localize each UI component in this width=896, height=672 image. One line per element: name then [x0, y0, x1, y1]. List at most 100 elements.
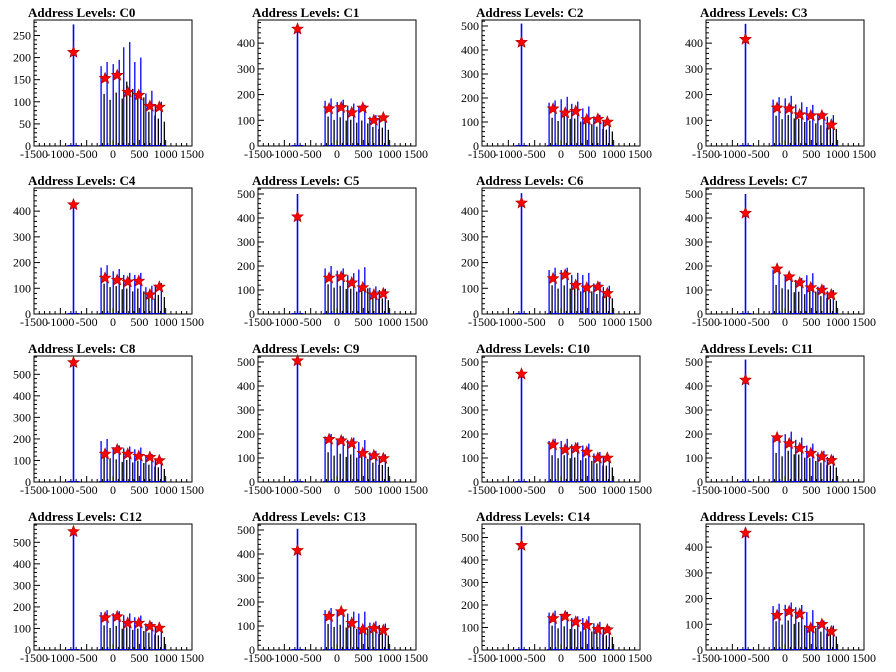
peak-marker [367, 287, 381, 301]
histogram-peak [515, 372, 528, 482]
y-tick-label: 200 [685, 88, 703, 102]
y-tick-label: 200 [461, 598, 479, 612]
peak-marker [132, 616, 146, 629]
peak-marker [110, 609, 124, 623]
histogram-panel: Address Levels: C10 0 100 200 300 400 500 -1500… [461, 341, 652, 497]
x-tick-label: -1500 [20, 147, 48, 161]
y-tick-label: 100 [237, 619, 255, 633]
histogram-peak [771, 435, 784, 482]
peak-marker [98, 610, 112, 624]
panel-title: Address Levels: C8 [28, 341, 136, 356]
y-tick-label: 0 [25, 475, 31, 489]
x-tick-label: 1500 [180, 651, 204, 665]
peak-marker [121, 275, 135, 288]
peak-marker [815, 108, 829, 122]
x-tick-label: 1500 [852, 483, 876, 497]
histogram-panel: Address Levels: C90100200300400500-1500-… [237, 341, 428, 497]
panel-title: Address Levels: C3 [700, 5, 808, 20]
x-tick-label: 0 [110, 651, 116, 665]
y-tick-label: 0 [697, 307, 703, 321]
x-tick-label: 1500 [852, 147, 876, 161]
x-tick-label: 1500 [180, 483, 204, 497]
histogram-panel: Address Levels: C50100200300400500-1500-… [237, 173, 428, 329]
peak-marker [98, 71, 112, 84]
x-tick-label: -500 [76, 483, 98, 497]
y-tick-label: 200 [13, 432, 31, 446]
x-tick-label: 500 [578, 651, 596, 665]
peak-marker [515, 196, 528, 209]
histogram-panel: Address Levels: C0 0 50 100 150 200 250 -1500-1… [13, 5, 204, 161]
y-tick-label: 0 [697, 139, 703, 153]
x-tick-label: -1500 [244, 147, 272, 161]
y-tick-label: 200 [13, 600, 31, 614]
x-tick-label: -500 [300, 147, 322, 161]
y-tick-label: 0 [25, 643, 31, 657]
y-tick-label: 400 [685, 36, 703, 50]
histogram-peak [559, 96, 572, 146]
peak-marker [67, 197, 80, 211]
y-tick-label: 400 [237, 379, 255, 393]
x-tick-label: -1000 [270, 483, 298, 497]
peak-marker [376, 286, 390, 300]
y-tick-label: 300 [685, 235, 703, 249]
y-tick-label: 500 [237, 523, 255, 537]
x-tick-label: 0 [558, 147, 564, 161]
peak-marker [367, 621, 381, 634]
peak-marker [793, 275, 807, 289]
x-tick-label: 1500 [404, 315, 428, 329]
peak-marker [815, 283, 829, 296]
y-tick-label: 500 [461, 355, 479, 369]
y-tick-label: 0 [249, 643, 255, 657]
x-tick-label: 1000 [378, 483, 402, 497]
histogram-peak [132, 272, 145, 314]
y-tick-label: 300 [237, 403, 255, 417]
x-tick-label: -500 [748, 315, 770, 329]
x-tick-label: -1500 [244, 483, 272, 497]
peak-marker [322, 271, 336, 284]
peak-marker [782, 101, 796, 115]
x-tick-label: 500 [578, 147, 596, 161]
x-tick-label: 0 [110, 315, 116, 329]
x-tick-label: 500 [802, 147, 820, 161]
peak-marker [824, 118, 838, 131]
peak-marker [356, 101, 370, 114]
x-tick-label: -500 [300, 483, 322, 497]
x-tick-label: -1000 [494, 147, 522, 161]
x-tick-label: 1500 [180, 315, 204, 329]
y-tick-label: 200 [685, 259, 703, 273]
peak-marker [345, 105, 359, 119]
y-tick-label: 200 [461, 256, 479, 270]
x-tick-label: 0 [558, 483, 564, 497]
y-tick-label: 100 [685, 617, 703, 631]
histogram-peak [601, 626, 614, 650]
y-tick-label: 200 [13, 51, 31, 65]
peak-marker [824, 453, 838, 466]
x-tick-label: -1000 [46, 651, 74, 665]
x-tick-label: 0 [782, 483, 788, 497]
histogram-peak [356, 267, 369, 314]
x-tick-label: -1000 [46, 315, 74, 329]
peak-marker [546, 101, 560, 115]
x-tick-label: 1500 [628, 147, 652, 161]
peak-marker [815, 449, 829, 463]
y-tick-label: 300 [685, 403, 703, 417]
x-tick-label: 1000 [826, 483, 850, 497]
x-tick-label: 1000 [154, 147, 178, 161]
histogram-peak [143, 90, 156, 146]
histogram-panel: Address Levels: C11 0 100 200 300 400 500 -1500… [685, 341, 876, 497]
peak-marker [558, 442, 572, 456]
peak-marker [558, 268, 572, 281]
y-tick-label: 300 [237, 235, 255, 249]
x-tick-label: -500 [300, 651, 322, 665]
peak-marker [110, 442, 124, 456]
histogram-peak [804, 273, 817, 314]
x-tick-label: 1000 [602, 147, 626, 161]
panel-title: Address Levels: C2 [476, 5, 583, 20]
peak-marker [591, 112, 605, 125]
peak-marker [770, 262, 784, 275]
x-tick-label: 1000 [826, 315, 850, 329]
x-tick-label: -1000 [270, 315, 298, 329]
peak-marker [782, 436, 796, 450]
x-tick-label: -1000 [494, 651, 522, 665]
y-tick-label: 500 [13, 535, 31, 549]
